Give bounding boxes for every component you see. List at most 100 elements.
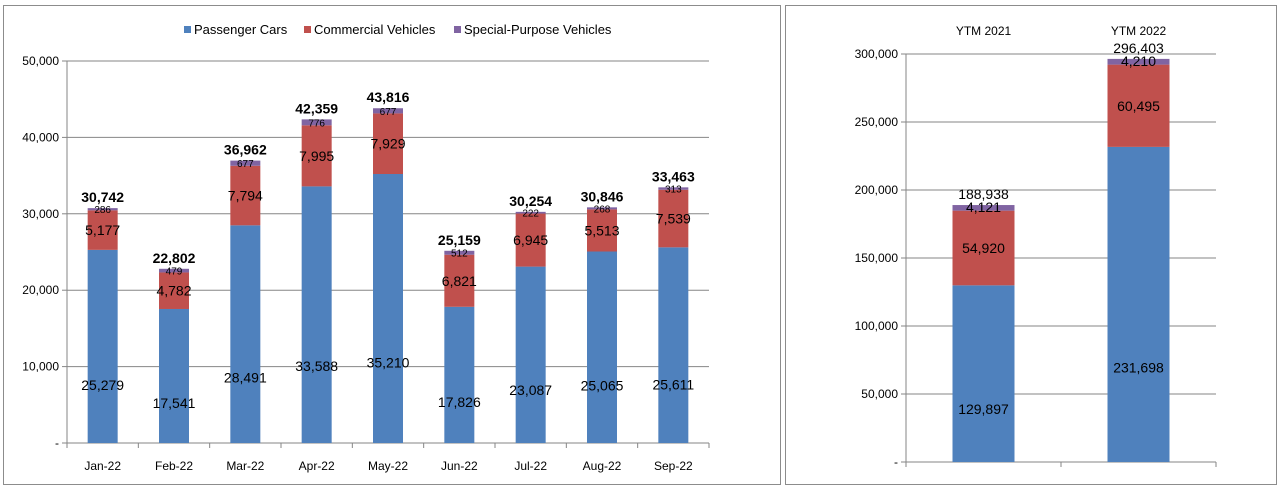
x-tick-label-may-22: May-22 — [368, 459, 408, 473]
y-tick-label: 150,000 — [855, 251, 899, 265]
ytm-sales-chart-panel: - 50,000 100,000 150,000 200,000 250,000 300,0… — [785, 5, 1277, 485]
bar-passenger-cars-may-22 — [373, 173, 403, 443]
y-tick-label: 40,000 — [22, 130, 59, 144]
data-label-commercial-vehicles-jan-22: 5,177 — [85, 222, 120, 238]
bar-commercial-vehicles-may-22 — [373, 113, 403, 174]
bar-commercial-vehicles-jun-22 — [444, 254, 475, 307]
y-tick-label: 10,000 — [22, 360, 59, 374]
data-label-commercial-vehicles-ytm-2021: 54,920 — [962, 240, 1005, 256]
y-tick-label: - — [55, 436, 59, 450]
total-label-apr-22: 42,359 — [295, 100, 338, 116]
x-tick-label-jan-22: Jan-22 — [84, 459, 121, 473]
data-label-commercial-vehicles-may-22: 7,929 — [370, 136, 405, 152]
bar-commercial-vehicles-aug-22 — [587, 209, 617, 252]
x-tick-label-mar-22: Mar-22 — [226, 459, 264, 473]
data-label-commercial-vehicles-apr-22: 7,995 — [299, 148, 334, 164]
data-label-special-purpose-vehicles-ytm-2021: 4,121 — [966, 199, 1001, 215]
y-tick-label: 100,000 — [855, 319, 899, 333]
data-label-passenger-cars-sep-22: 25,611 — [652, 376, 694, 392]
data-label-special-purpose-vehicles-jun-22: 512 — [451, 249, 468, 260]
ytm-sales-chart: - 50,000 100,000 150,000 200,000 250,000 300,0… — [855, 24, 1217, 469]
legend-label-commercial-vehicles: Commercial Vehicles — [314, 22, 436, 37]
x-tick-label-aug-22: Aug-22 — [583, 459, 622, 473]
y-tick-label: 20,000 — [22, 283, 59, 297]
data-label-commercial-vehicles-feb-22: 4,782 — [156, 283, 191, 299]
data-label-special-purpose-vehicles-feb-22: 479 — [166, 267, 183, 278]
y-tick-label: - — [894, 455, 898, 469]
data-label-passenger-cars-may-22: 35,210 — [367, 354, 410, 370]
total-label-jul-22: 30,254 — [509, 193, 552, 209]
bar-special-purpose-vehicles-ytm-2022 — [1107, 58, 1170, 65]
data-label-passenger-cars-jul-22: 23,087 — [509, 382, 552, 398]
x-tick-label-ytm-2021: YTM 2021 — [956, 24, 1012, 38]
total-label-jan-22: 30,742 — [81, 189, 124, 205]
total-label-feb-22: 22,802 — [153, 250, 196, 266]
y-tick-label: 50,000 — [861, 387, 898, 401]
bar-special-purpose-vehicles-aug-22 — [587, 207, 617, 210]
bar-special-purpose-vehicles-jun-22 — [444, 250, 475, 255]
total-label-may-22: 43,816 — [367, 89, 410, 105]
data-label-commercial-vehicles-ytm-2022: 60,495 — [1117, 98, 1160, 114]
x-tick-label-jun-22: Jun-22 — [441, 459, 478, 473]
total-label-mar-22: 36,962 — [224, 142, 267, 158]
bar-passenger-cars-apr-22 — [301, 186, 332, 443]
bar-passenger-cars-jan-22 — [87, 249, 118, 443]
data-label-special-purpose-vehicles-jan-22: 286 — [94, 205, 111, 216]
monthly-sales-chart: - 10,000 20,000 30,000 40,000 50,000 Jan-22 25,… — [22, 22, 710, 473]
bar-passenger-cars-jul-22 — [515, 266, 546, 443]
y-tick-label: 250,000 — [855, 115, 899, 129]
data-label-special-purpose-vehicles-mar-22: 677 — [237, 159, 254, 170]
bar-special-purpose-vehicles-feb-22 — [159, 268, 189, 273]
data-label-passenger-cars-apr-22: 33,588 — [295, 358, 338, 374]
x-tick-label-ytm-2022: YTM 2022 — [1111, 24, 1167, 38]
total-label-aug-22: 30,846 — [581, 188, 624, 204]
bar-special-purpose-vehicles-jan-22 — [87, 208, 118, 211]
data-label-commercial-vehicles-jun-22: 6,821 — [442, 273, 477, 289]
data-label-passenger-cars-ytm-2021: 129,897 — [958, 401, 1009, 417]
x-tick-label-apr-22: Apr-22 — [299, 459, 335, 473]
bar-special-purpose-vehicles-apr-22 — [301, 119, 332, 126]
bar-passenger-cars-ytm-2021 — [952, 285, 1015, 462]
total-label-ytm-2022: 296,403 — [1113, 40, 1164, 56]
bar-passenger-cars-mar-22 — [230, 225, 261, 443]
bar-commercial-vehicles-ytm-2022 — [1107, 64, 1170, 147]
bar-passenger-cars-aug-22 — [587, 251, 617, 443]
bar-special-purpose-vehicles-jul-22 — [515, 211, 546, 214]
monthly-sales-chart-panel: - 10,000 20,000 30,000 40,000 50,000 Jan-22 25,… — [3, 5, 781, 485]
bar-commercial-vehicles-feb-22 — [159, 272, 189, 309]
data-label-commercial-vehicles-jul-22: 6,945 — [513, 232, 548, 248]
legend-swatch-commercial-vehicles — [304, 26, 311, 33]
bar-passenger-cars-ytm-2022 — [1107, 146, 1170, 462]
data-label-commercial-vehicles-aug-22: 5,513 — [584, 222, 619, 238]
data-label-passenger-cars-feb-22: 17,541 — [153, 395, 196, 411]
data-label-special-purpose-vehicles-jul-22: 222 — [522, 209, 539, 220]
bar-commercial-vehicles-sep-22 — [658, 189, 689, 248]
legend-label-passenger-cars: Passenger Cars — [194, 22, 288, 37]
y-tick-label: 50,000 — [22, 54, 59, 68]
x-tick-label-feb-22: Feb-22 — [155, 459, 193, 473]
legend-swatch-passenger-cars — [184, 26, 191, 33]
x-tick-label-jul-22: Jul-22 — [514, 459, 547, 473]
y-tick-label: 30,000 — [22, 207, 59, 221]
data-label-passenger-cars-aug-22: 25,065 — [581, 378, 624, 394]
total-label-ytm-2021: 188,938 — [958, 186, 1009, 202]
data-label-special-purpose-vehicles-sep-22: 313 — [665, 185, 682, 196]
bar-commercial-vehicles-mar-22 — [230, 165, 261, 226]
bar-passenger-cars-jun-22 — [444, 306, 475, 443]
data-label-special-purpose-vehicles-aug-22: 268 — [594, 204, 611, 215]
bar-special-purpose-vehicles-mar-22 — [230, 160, 261, 166]
data-label-passenger-cars-jun-22: 17,826 — [438, 394, 481, 410]
total-label-jun-22: 25,159 — [438, 232, 481, 248]
bar-special-purpose-vehicles-may-22 — [373, 108, 403, 114]
data-label-passenger-cars-jan-22: 25,279 — [81, 377, 124, 393]
bar-commercial-vehicles-jan-22 — [87, 210, 118, 250]
bar-special-purpose-vehicles-sep-22 — [658, 187, 689, 190]
bar-special-purpose-vehicles-ytm-2021 — [952, 205, 1015, 211]
total-label-sep-22: 33,463 — [652, 168, 695, 184]
data-label-commercial-vehicles-sep-22: 7,539 — [656, 211, 691, 227]
bar-commercial-vehicles-apr-22 — [301, 125, 332, 187]
x-tick-label-sep-22: Sep-22 — [654, 459, 693, 473]
bar-passenger-cars-feb-22 — [159, 308, 189, 443]
legend-label-special-purpose-vehicles: Special-Purpose Vehicles — [464, 22, 612, 37]
